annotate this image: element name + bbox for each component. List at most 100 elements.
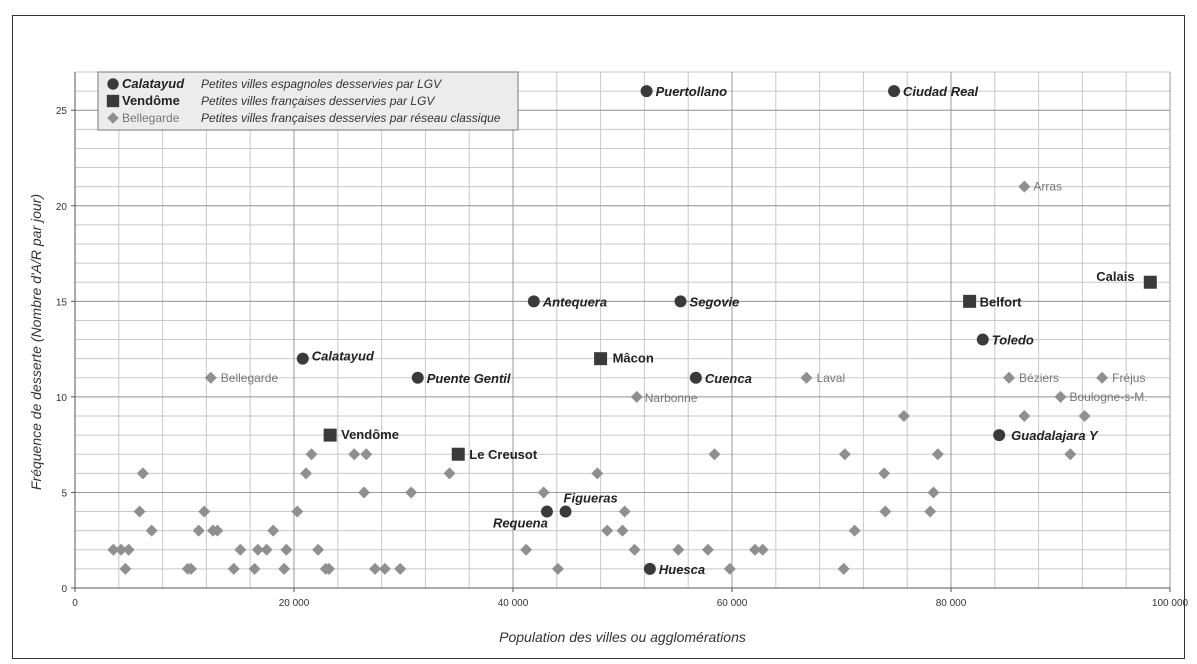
x-tick-label: 20 000 bbox=[279, 598, 310, 609]
point-label: Calais bbox=[1096, 269, 1134, 284]
y-tick-label: 15 bbox=[56, 297, 68, 308]
diamond-point bbox=[748, 543, 761, 556]
circle-point bbox=[976, 333, 989, 346]
x-tick-label: 0 bbox=[72, 598, 78, 609]
legend-description: Petites villes françaises desservies par… bbox=[201, 94, 435, 108]
diamond-point bbox=[537, 486, 550, 499]
diamond-point bbox=[1018, 410, 1031, 422]
y-tick-label: 20 bbox=[56, 202, 68, 213]
circle-point bbox=[993, 429, 1006, 442]
circle-point bbox=[888, 85, 901, 98]
point-label: Bellegarde bbox=[221, 371, 279, 385]
point-label: Vendôme bbox=[341, 427, 399, 442]
diamond-point bbox=[348, 448, 361, 461]
x-axis-title: Population des villes ou agglomérations bbox=[499, 629, 746, 645]
x-tick-label: 60 000 bbox=[717, 598, 748, 609]
diamond-point bbox=[360, 448, 373, 461]
diamond-point bbox=[107, 543, 120, 556]
legend-description: Petites villes françaises desservies par… bbox=[201, 111, 501, 125]
diamond-point bbox=[897, 410, 910, 422]
point-label: Guadalajara Y bbox=[1011, 428, 1099, 443]
diamond-point bbox=[145, 524, 158, 537]
diamond-point bbox=[756, 543, 769, 556]
diamond-point bbox=[114, 543, 127, 556]
legend-box bbox=[97, 71, 519, 131]
diamond-point bbox=[630, 390, 643, 403]
legend-name: Vendôme bbox=[122, 93, 180, 108]
diamond-point bbox=[601, 524, 614, 537]
diamond-point bbox=[708, 448, 721, 461]
diamond-point bbox=[198, 505, 211, 518]
circle-point bbox=[643, 562, 656, 575]
point-label: Antequera bbox=[542, 294, 607, 309]
square-point bbox=[106, 94, 120, 108]
diamond-point bbox=[616, 524, 629, 537]
diamond-point bbox=[358, 486, 371, 499]
circle-point bbox=[689, 371, 702, 384]
diamond-point bbox=[119, 562, 132, 575]
point-label: Belfort bbox=[980, 294, 1023, 309]
diamond-point bbox=[278, 562, 291, 575]
diamond-point bbox=[260, 543, 273, 556]
circle-point bbox=[559, 505, 572, 518]
diamond-point bbox=[234, 543, 247, 556]
square-point bbox=[594, 352, 608, 366]
diamond-point bbox=[838, 448, 851, 461]
diamond-point bbox=[551, 562, 564, 575]
diamond-point bbox=[280, 543, 293, 556]
diamond-point bbox=[927, 486, 940, 499]
diamond-point bbox=[618, 505, 631, 518]
diamond-point bbox=[192, 524, 205, 537]
circle-point bbox=[674, 295, 687, 308]
diamond-point bbox=[520, 543, 533, 556]
circle-point bbox=[107, 78, 119, 90]
diamond-point bbox=[211, 524, 224, 537]
point-label: Ciudad Real bbox=[903, 84, 979, 99]
diamond-point bbox=[378, 562, 391, 575]
point-label: Le Creusot bbox=[469, 447, 538, 462]
diamond-point bbox=[291, 505, 304, 518]
point-label: Béziers bbox=[1019, 371, 1059, 385]
diamond-point bbox=[443, 467, 456, 480]
diamond-point bbox=[1078, 410, 1091, 422]
x-tick-label: 40 000 bbox=[498, 598, 529, 609]
diamond-point bbox=[1003, 371, 1016, 384]
diamond-point bbox=[305, 448, 318, 461]
point-label: Cuenca bbox=[705, 371, 752, 386]
x-tick-label: 80 000 bbox=[936, 598, 967, 609]
diamond-point bbox=[931, 448, 944, 461]
y-axis-title: Fréquence de desserte (Nombre d'A/R par … bbox=[28, 194, 44, 490]
diamond-point bbox=[701, 543, 714, 556]
diamond-point bbox=[405, 486, 418, 499]
diamond-point bbox=[924, 505, 937, 518]
point-label: Puertollano bbox=[656, 84, 728, 99]
square-point bbox=[323, 428, 337, 442]
circle-point bbox=[527, 295, 540, 308]
legend-name: Calatayud bbox=[122, 76, 185, 91]
point-label: Figueras bbox=[564, 491, 618, 506]
diamond-point bbox=[628, 543, 641, 556]
legend: Calatayud Petites villes espagnoles desse… bbox=[97, 71, 519, 131]
diamond-point bbox=[878, 467, 891, 480]
point-label: Toledo bbox=[992, 333, 1034, 348]
grid bbox=[74, 71, 1171, 589]
circle-point bbox=[296, 352, 309, 365]
diamond-point bbox=[672, 543, 685, 556]
square-point bbox=[1143, 275, 1157, 289]
diamond-point bbox=[837, 562, 850, 575]
point-label: Segovie bbox=[690, 294, 740, 309]
diamond-point bbox=[394, 562, 407, 575]
point-label: Fréjus bbox=[1112, 371, 1145, 385]
y-tick-label: 10 bbox=[56, 393, 68, 404]
y-tick-label: 25 bbox=[56, 106, 68, 117]
point-label: Laval bbox=[816, 371, 845, 385]
circle-point bbox=[411, 371, 424, 384]
point-label: Mâcon bbox=[613, 351, 654, 366]
diamond-point bbox=[879, 505, 892, 518]
point-label: Requena bbox=[493, 516, 548, 531]
diamond-point bbox=[248, 562, 261, 575]
diamond-point bbox=[369, 562, 382, 575]
diamond-point bbox=[1018, 180, 1031, 193]
